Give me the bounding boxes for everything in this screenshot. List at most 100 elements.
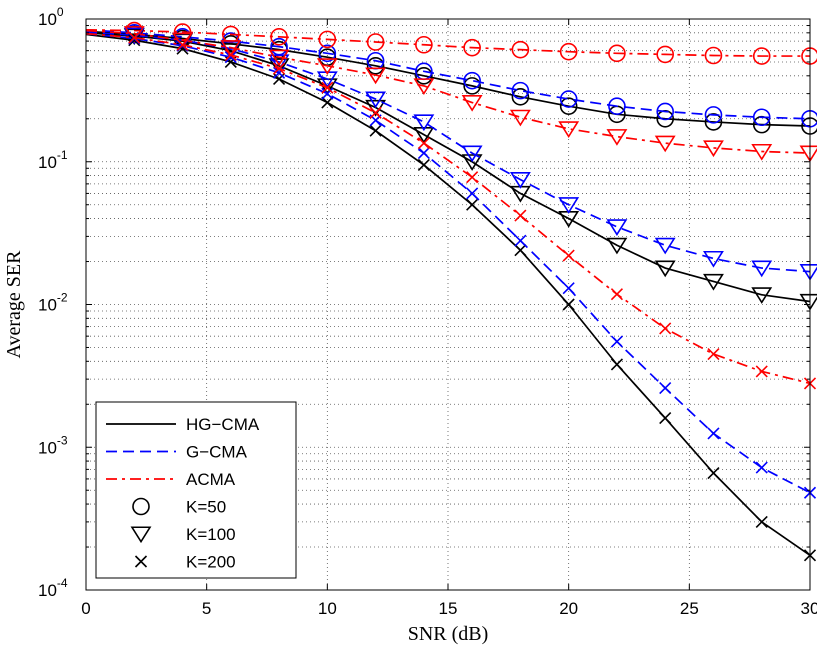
data-point-g-cma-k100 bbox=[268, 54, 290, 72]
legend-label: HG−CMA bbox=[186, 415, 260, 434]
series-line-acma-k200 bbox=[85, 32, 811, 385]
data-point-g-cma-k100 bbox=[703, 250, 724, 268]
axis-ticks: 0 5 10 15 20 25 30 100 10-1 10-2 10-3 10-4 bbox=[38, 5, 817, 618]
series-line-g-cma-k200 bbox=[85, 32, 811, 494]
data-point-acma-k100 bbox=[413, 78, 435, 96]
data-point-g-cma-k100 bbox=[461, 145, 483, 163]
legend: HG−CMA G−CMA ACMA K=50 K=100 K=200 bbox=[95, 401, 297, 579]
legend-marker-cross bbox=[134, 555, 148, 568]
data-point-g-cma-k200 bbox=[224, 51, 237, 64]
data-point-hg-cma-k200 bbox=[128, 34, 141, 47]
data-point-hg-cma-k100 bbox=[606, 237, 628, 255]
data-point-acma-k50 bbox=[608, 44, 626, 63]
data-point-g-cma-k50 bbox=[656, 102, 675, 121]
data-point-hg-cma-k200 bbox=[273, 72, 286, 86]
data-point-hg-cma-k100 bbox=[751, 287, 773, 304]
series-line-hg-cma-k100 bbox=[85, 31, 811, 303]
data-point-g-cma-k50 bbox=[318, 44, 337, 63]
data-point-acma-k200 bbox=[273, 62, 286, 75]
data-point-g-cma-k100 bbox=[654, 237, 676, 255]
series-line-hg-cma-k50 bbox=[85, 30, 811, 127]
data-point-g-cma-k50 bbox=[752, 108, 771, 127]
data-point-acma-k200 bbox=[755, 365, 768, 378]
data-point-acma-k50 bbox=[559, 42, 578, 61]
data-point-acma-k200 bbox=[707, 347, 720, 361]
data-point-hg-cma-k100 bbox=[654, 260, 676, 278]
legend-entry: HG−CMA bbox=[106, 415, 260, 434]
data-point-acma-k100 bbox=[461, 94, 483, 112]
data-point-hg-cma-k100 bbox=[268, 58, 290, 75]
data-point-acma-k100 bbox=[509, 109, 531, 127]
data-point-acma-k100 bbox=[654, 135, 676, 153]
data-point-acma-k50 bbox=[752, 47, 771, 65]
data-point-acma-k200 bbox=[466, 171, 479, 184]
x-axis-title: SNR (dB) bbox=[408, 623, 489, 645]
data-point-acma-k50 bbox=[656, 45, 675, 64]
data-point-acma-k100 bbox=[703, 140, 724, 158]
data-point-hg-cma-k50 bbox=[511, 88, 530, 106]
series-g-cma-k100 bbox=[85, 27, 817, 281]
data-point-g-cma-k200 bbox=[659, 381, 672, 395]
x-tick-label: 5 bbox=[202, 599, 211, 618]
data-point-hg-cma-k200 bbox=[417, 158, 430, 171]
data-point-acma-k200 bbox=[514, 209, 527, 222]
data-point-acma-k50 bbox=[318, 30, 337, 49]
data-point-g-cma-k50 bbox=[608, 97, 626, 115]
series-hg-cma-k200 bbox=[85, 33, 817, 562]
data-point-g-cma-k200 bbox=[514, 234, 527, 247]
data-point-hg-cma-k100 bbox=[703, 273, 724, 291]
legend-label: K=200 bbox=[186, 553, 236, 572]
legend-label: ACMA bbox=[186, 470, 236, 489]
data-point-hg-cma-k200 bbox=[659, 412, 672, 425]
data-point-g-cma-k100 bbox=[558, 197, 580, 214]
data-point-acma-k200 bbox=[659, 322, 672, 335]
y-tick-label: 100 bbox=[38, 5, 64, 29]
y-axis-title: Average SER bbox=[3, 250, 25, 359]
legend-entry: ACMA bbox=[106, 470, 236, 489]
data-point-acma-k200 bbox=[176, 38, 189, 51]
x-tick-label: 30 bbox=[801, 599, 817, 618]
data-point-acma-k50 bbox=[511, 40, 530, 59]
y-tick-label: 10-2 bbox=[38, 291, 68, 315]
data-point-acma-k200 bbox=[224, 48, 237, 62]
series-layer bbox=[85, 21, 817, 562]
data-point-g-cma-k100 bbox=[413, 114, 435, 132]
data-point-hg-cma-k100 bbox=[461, 154, 483, 171]
series-hg-cma-k100 bbox=[85, 28, 817, 311]
legend-marker-triangle bbox=[130, 526, 152, 544]
data-point-hg-cma-k200 bbox=[321, 96, 334, 109]
series-line-g-cma-k50 bbox=[85, 28, 811, 120]
data-point-hg-cma-k50 bbox=[559, 97, 578, 115]
y-tick-label: 10-4 bbox=[38, 576, 68, 600]
data-point-g-cma-k200 bbox=[417, 147, 430, 160]
data-point-acma-k50 bbox=[704, 46, 723, 65]
data-point-acma-k200 bbox=[321, 81, 334, 94]
x-tick-label: 25 bbox=[680, 599, 699, 618]
x-tick-label: 20 bbox=[559, 599, 578, 618]
data-point-acma-k200 bbox=[610, 288, 623, 301]
data-point-acma-k50 bbox=[366, 33, 385, 51]
y-tick-label: 10-1 bbox=[38, 148, 68, 172]
series-acma-k200 bbox=[85, 31, 817, 390]
x-tick-label: 10 bbox=[318, 599, 337, 618]
y-tick-label: 10-3 bbox=[38, 433, 68, 457]
data-point-acma-k200 bbox=[417, 137, 430, 150]
data-point-acma-k200 bbox=[128, 31, 141, 44]
legend-label: G−CMA bbox=[186, 443, 248, 462]
data-point-g-cma-k100 bbox=[509, 172, 531, 189]
legend-marker-circle bbox=[132, 497, 150, 516]
data-point-acma-k100 bbox=[606, 129, 628, 146]
legend-box bbox=[95, 401, 297, 579]
legend-label: K=100 bbox=[186, 525, 236, 544]
data-point-acma-k100 bbox=[268, 49, 290, 67]
x-tick-label: 15 bbox=[439, 599, 458, 618]
data-point-acma-k100 bbox=[558, 121, 580, 139]
data-point-hg-cma-k100 bbox=[413, 127, 435, 144]
series-line-acma-k100 bbox=[85, 29, 811, 154]
data-point-g-cma-k200 bbox=[755, 461, 768, 474]
data-point-g-cma-k50 bbox=[463, 71, 481, 90]
legend-entry: K=100 bbox=[130, 525, 236, 544]
legend-entry: K=200 bbox=[134, 553, 236, 572]
data-point-hg-cma-k200 bbox=[466, 198, 479, 211]
